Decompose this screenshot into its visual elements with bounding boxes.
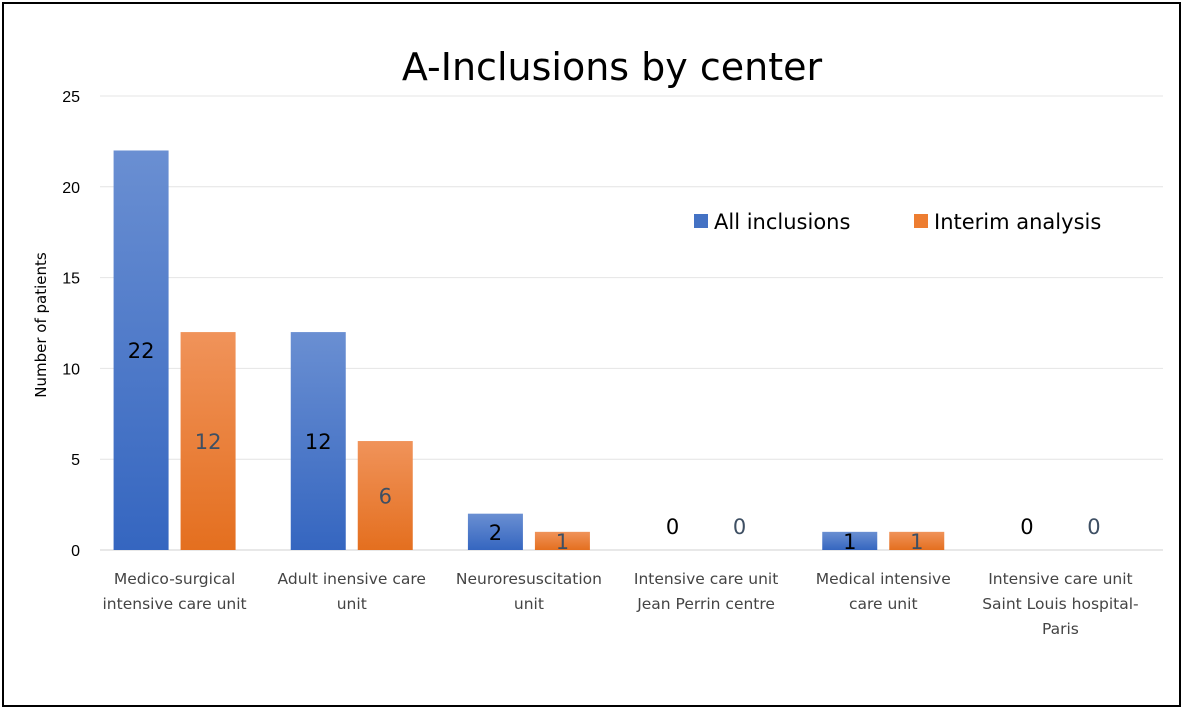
- legend-swatch: [694, 214, 708, 228]
- bar-all-inclusions: [822, 531, 878, 550]
- data-label: 22: [128, 339, 155, 363]
- data-label: 0: [1020, 515, 1033, 539]
- y-axis-label: Number of patients: [32, 252, 50, 398]
- legend-label: All inclusions: [714, 210, 850, 234]
- y-tick-label: 25: [62, 89, 80, 106]
- data-label: 1: [910, 530, 923, 554]
- data-label: 6: [379, 485, 392, 509]
- chart-title: A-Inclusions by center: [402, 45, 823, 89]
- x-category-label: Paris: [1042, 620, 1079, 638]
- bar-interim-analysis: [889, 531, 945, 550]
- x-category-label: Neuroresuscitation: [456, 570, 602, 588]
- data-label: 12: [305, 430, 332, 454]
- y-tick-label: 5: [71, 452, 80, 469]
- x-category-label: intensive care unit: [103, 595, 247, 613]
- x-category-label: Medical intensive: [816, 570, 951, 588]
- x-category-label: Medico-surgical: [114, 570, 235, 588]
- x-category-label: care unit: [849, 595, 918, 613]
- data-label: 12: [195, 430, 222, 454]
- x-category-label: Intensive care unit: [988, 570, 1132, 588]
- data-label: 0: [666, 515, 679, 539]
- x-category-label: unit: [514, 595, 544, 613]
- y-tick-label: 0: [71, 543, 80, 560]
- legend-label: Interim analysis: [934, 210, 1101, 234]
- bar-all-inclusions: [113, 150, 169, 551]
- x-category-label: Intensive care unit: [634, 570, 778, 588]
- data-label: 0: [733, 515, 746, 539]
- bar-interim-analysis: [180, 332, 236, 550]
- y-tick-label: 10: [62, 361, 80, 378]
- y-tick-label: 15: [62, 271, 80, 288]
- data-label: 2: [489, 521, 502, 545]
- bar-interim-analysis: [534, 531, 590, 550]
- y-tick-label: 20: [62, 180, 80, 197]
- legend: All inclusions Interim analysis: [694, 210, 1101, 234]
- data-label: 0: [1087, 515, 1100, 539]
- x-category-label: unit: [337, 595, 367, 613]
- legend-swatch: [914, 214, 928, 228]
- data-label: 1: [556, 530, 569, 554]
- x-category-label: Jean Perrin centre: [636, 595, 775, 613]
- x-category-label: Adult inensive care: [278, 570, 426, 588]
- bar-interim-analysis: [357, 441, 413, 550]
- bar-all-inclusions: [290, 332, 346, 550]
- bar-all-inclusions: [467, 513, 523, 550]
- x-category-label: Saint Louis hospital-: [982, 595, 1138, 613]
- data-label: 1: [843, 530, 856, 554]
